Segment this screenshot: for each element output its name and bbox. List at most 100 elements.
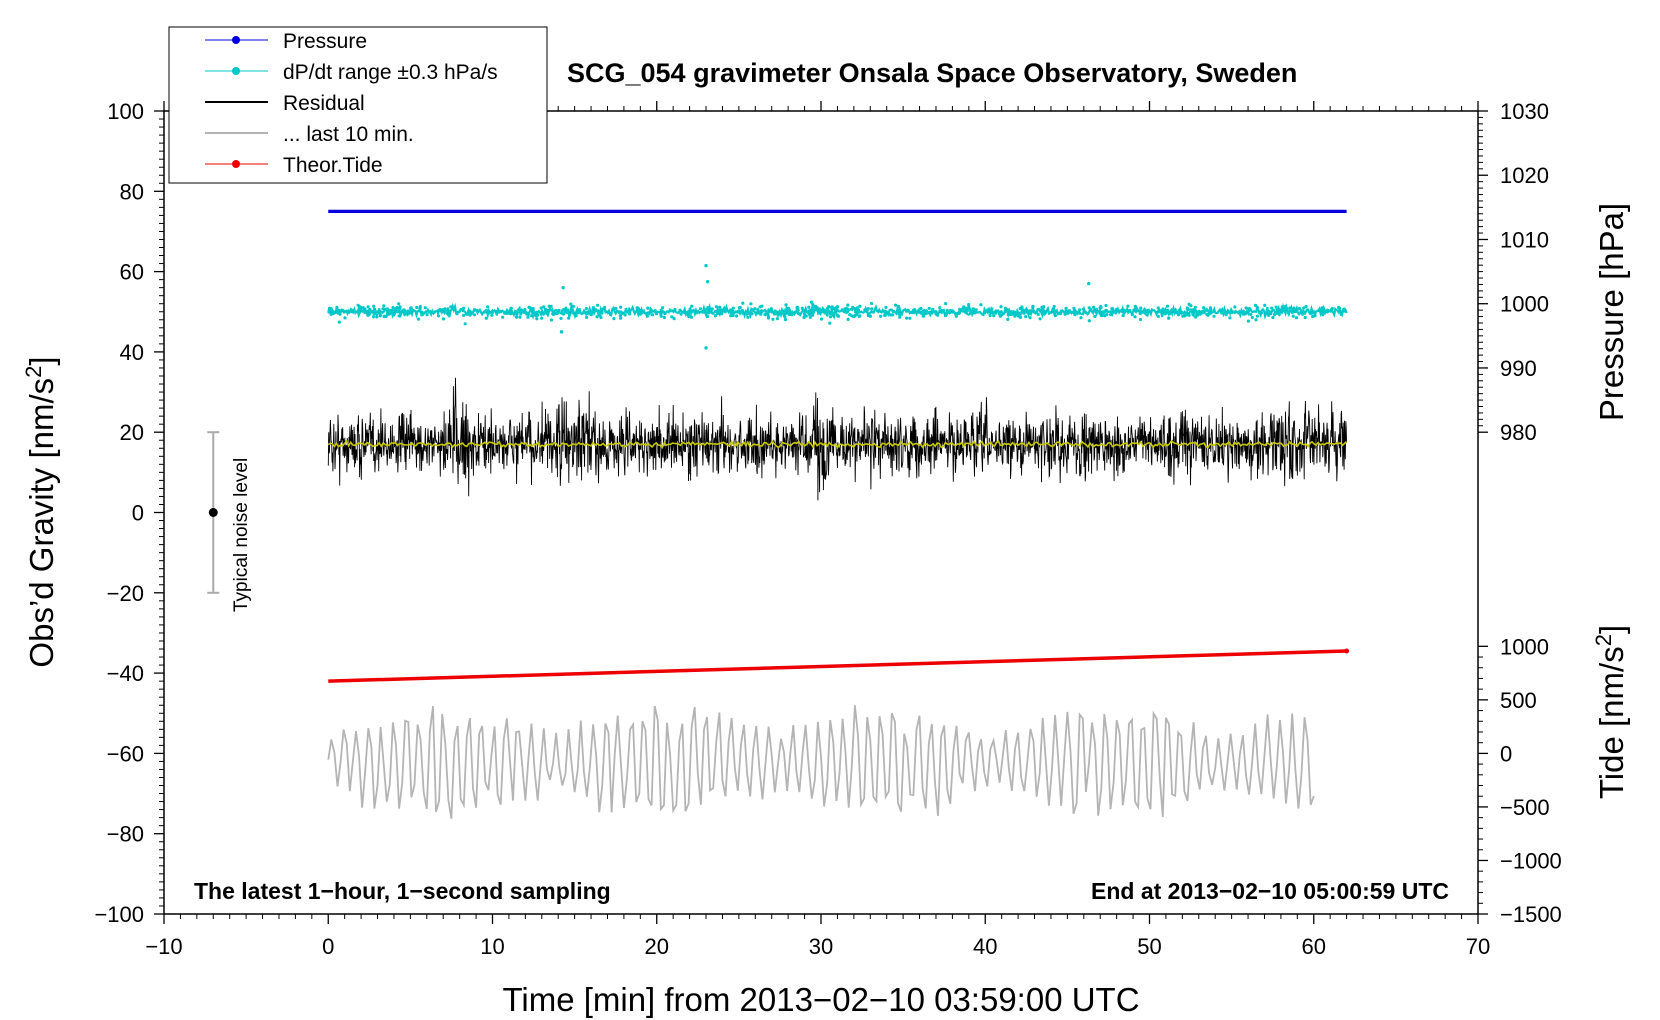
dpdt-point bbox=[734, 310, 738, 314]
legend-item-residual: Residual bbox=[205, 92, 365, 115]
dpdt-point bbox=[1249, 312, 1253, 316]
dpdt-point bbox=[1302, 306, 1306, 310]
dpdt-point bbox=[1079, 316, 1083, 320]
dpdt-point bbox=[1084, 311, 1088, 315]
dpdt-point bbox=[690, 304, 694, 308]
dpdt-point bbox=[1138, 309, 1142, 313]
dpdt-point bbox=[1021, 309, 1025, 314]
dpdt-point bbox=[441, 310, 445, 314]
dpdt-point bbox=[389, 311, 393, 315]
dpdt-point bbox=[777, 310, 781, 314]
dpdt-point bbox=[1161, 307, 1165, 311]
dpdt-point bbox=[766, 314, 771, 319]
dpdt-point bbox=[505, 311, 509, 315]
dpdt-point bbox=[620, 311, 624, 315]
dpdt-point bbox=[1163, 309, 1168, 313]
dpdt-point bbox=[397, 314, 401, 318]
dpdt-point bbox=[1339, 312, 1343, 316]
dpdt-point bbox=[730, 309, 734, 313]
x-axis-title: Time [min] from 2013−02−10 03:59:00 UTC bbox=[502, 981, 1139, 1018]
dpdt-point bbox=[659, 314, 663, 318]
dpdt-point bbox=[846, 317, 850, 321]
dpdt-point bbox=[1040, 305, 1044, 309]
dpdt-point bbox=[1036, 312, 1040, 316]
dpdt-point bbox=[1278, 309, 1282, 314]
dpdt-point bbox=[1078, 308, 1082, 312]
dpdt-point bbox=[335, 305, 339, 309]
dpdt-point bbox=[920, 312, 924, 316]
dpdt-point bbox=[378, 313, 382, 317]
dpdt-point bbox=[595, 315, 599, 319]
dpdt-point bbox=[467, 309, 471, 313]
dpdt-point bbox=[830, 305, 834, 309]
dpdt-point bbox=[1163, 312, 1167, 316]
dpdt-point bbox=[1280, 305, 1284, 309]
dpdt-point bbox=[883, 313, 887, 317]
dpdt-point bbox=[945, 308, 949, 313]
dpdt-point bbox=[623, 313, 627, 317]
dpdt-point bbox=[1219, 308, 1223, 313]
legend-marker-tide bbox=[232, 160, 240, 168]
dpdt-point bbox=[810, 312, 814, 316]
dpdt-point bbox=[758, 312, 762, 316]
dpdt-point bbox=[612, 317, 616, 321]
tide-line bbox=[328, 649, 1347, 683]
dpdt-point bbox=[594, 308, 598, 312]
residual-running-mean bbox=[327, 439, 1348, 450]
dpdt-point bbox=[678, 308, 682, 312]
dpdt-point bbox=[998, 314, 1003, 318]
dpdt-point bbox=[753, 307, 757, 311]
dpdt-point bbox=[1250, 315, 1254, 320]
dpdt-point bbox=[1018, 315, 1023, 319]
dpdt-point bbox=[531, 308, 535, 312]
dpdt-point bbox=[828, 315, 833, 319]
dpdt-point bbox=[921, 314, 926, 318]
dpdt-point bbox=[535, 310, 539, 314]
dpdt-point bbox=[1064, 306, 1068, 310]
dpdt-point bbox=[1186, 307, 1190, 312]
dpdt-point bbox=[879, 314, 883, 318]
dpdt-point bbox=[958, 307, 962, 311]
dpdt-point bbox=[491, 310, 495, 314]
dpdt-point bbox=[811, 306, 815, 310]
dpdt-point bbox=[523, 307, 527, 312]
y-tick-label: 20 bbox=[120, 420, 144, 445]
dpdt-point bbox=[1066, 310, 1070, 314]
dpdt-point bbox=[763, 313, 767, 317]
dpdt-point bbox=[557, 308, 561, 312]
dpdt-point bbox=[1167, 316, 1171, 320]
dpdt-point bbox=[1206, 313, 1210, 317]
dpdt-point bbox=[1122, 308, 1126, 312]
dpdt-point bbox=[624, 307, 628, 311]
dpdt-point bbox=[1195, 312, 1199, 316]
dpdt-point bbox=[1288, 306, 1292, 310]
dpdt-point bbox=[1047, 311, 1051, 315]
x-tick-label: 20 bbox=[645, 934, 669, 959]
dpdt-point bbox=[775, 317, 780, 321]
dpdt-series bbox=[327, 263, 1348, 350]
dpdt-point bbox=[747, 311, 752, 315]
legend-marker-pressure bbox=[232, 36, 240, 44]
dpdt-point bbox=[393, 310, 397, 314]
dpdt-point bbox=[525, 312, 529, 316]
dpdt-point bbox=[432, 310, 436, 314]
dpdt-point bbox=[1286, 311, 1290, 315]
dpdt-point bbox=[687, 310, 691, 314]
dpdt-point bbox=[1176, 313, 1181, 317]
dpdt-point bbox=[518, 315, 522, 319]
dpdt-point bbox=[1059, 309, 1063, 313]
dpdt-point bbox=[911, 308, 916, 312]
dpdt-point bbox=[782, 314, 787, 318]
dpdt-point bbox=[553, 312, 557, 316]
dpdt-point bbox=[343, 316, 347, 320]
dpdt-point bbox=[1329, 309, 1333, 313]
dpdt-point bbox=[811, 303, 815, 307]
dpdt-point bbox=[420, 313, 424, 317]
dpdt-point bbox=[540, 316, 544, 320]
dpdt-point bbox=[1193, 305, 1197, 309]
dpdt-point bbox=[443, 307, 447, 311]
y-tick-label: 0 bbox=[132, 501, 144, 526]
dpdt-point bbox=[1130, 312, 1134, 317]
dpdt-point bbox=[1044, 310, 1048, 314]
y-tick-label: −100 bbox=[94, 902, 144, 927]
